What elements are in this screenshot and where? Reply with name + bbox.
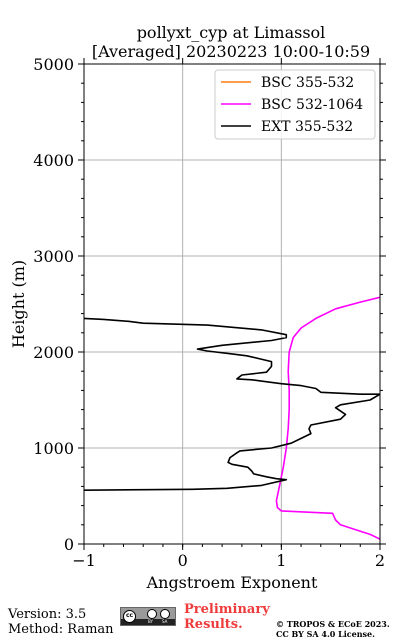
x-tick-label: 0 xyxy=(178,551,188,570)
y-tick-label: 0 xyxy=(64,535,74,554)
copyright-line-2: CC BY SA 4.0 License. xyxy=(276,629,375,639)
series-lines xyxy=(84,296,380,540)
copyright-line-1: © TROPOS & ECoE 2023. xyxy=(276,619,390,629)
chart-title: pollyxt_cyp at Limassol xyxy=(137,23,326,42)
legend-label-bsc-532-1064: BSC 532-1064 xyxy=(261,97,363,113)
y-tick-label: 1000 xyxy=(33,439,74,458)
chart-subtitle: [Averaged] 20230223 10:00-10:59 xyxy=(92,42,370,61)
preliminary-line-1: Preliminary xyxy=(184,602,270,617)
y-tick-label: 4000 xyxy=(33,151,74,170)
copyright-note: © TROPOS & ECoE 2023. CC BY SA 4.0 Licen… xyxy=(276,619,390,639)
y-axis-label: Height (m) xyxy=(9,260,28,348)
sa-share-icon xyxy=(160,609,170,619)
preliminary-line-2: Results. xyxy=(184,617,243,632)
cc-by-sa-badge-icon: cc BY SA xyxy=(120,607,176,626)
y-tick-label: 5000 xyxy=(33,55,74,74)
y-tick-label: 3000 xyxy=(33,247,74,266)
legend: BSC 355-532 BSC 532-1064 EXT 355-532 xyxy=(214,69,376,140)
plot-frame xyxy=(83,63,381,545)
preliminary-results-note: Preliminary Results. xyxy=(184,602,270,632)
series-line-ext-355-532 xyxy=(84,317,380,491)
x-tick-label: −1 xyxy=(72,551,96,570)
legend-box xyxy=(214,69,376,140)
by-person-icon xyxy=(147,609,157,619)
legend-label-ext-355-532: EXT 355-532 xyxy=(261,119,353,135)
version-text: Version: 3.5 xyxy=(8,607,87,622)
cc-logo-icon: cc xyxy=(123,610,136,623)
method-text: Method: Raman xyxy=(8,622,114,637)
angstroem-exponent-chart: pollyxt_cyp at Limassol [Averaged] 20230… xyxy=(9,23,386,592)
x-tick-label: 2 xyxy=(375,551,385,570)
legend-label-bsc-355-532: BSC 355-532 xyxy=(261,75,354,91)
series-line-bsc-532-1064 xyxy=(275,296,380,540)
x-axis-label: Angstroem Exponent xyxy=(146,573,318,592)
y-tick-label: 2000 xyxy=(33,343,74,362)
x-tick-label: 1 xyxy=(276,551,286,570)
